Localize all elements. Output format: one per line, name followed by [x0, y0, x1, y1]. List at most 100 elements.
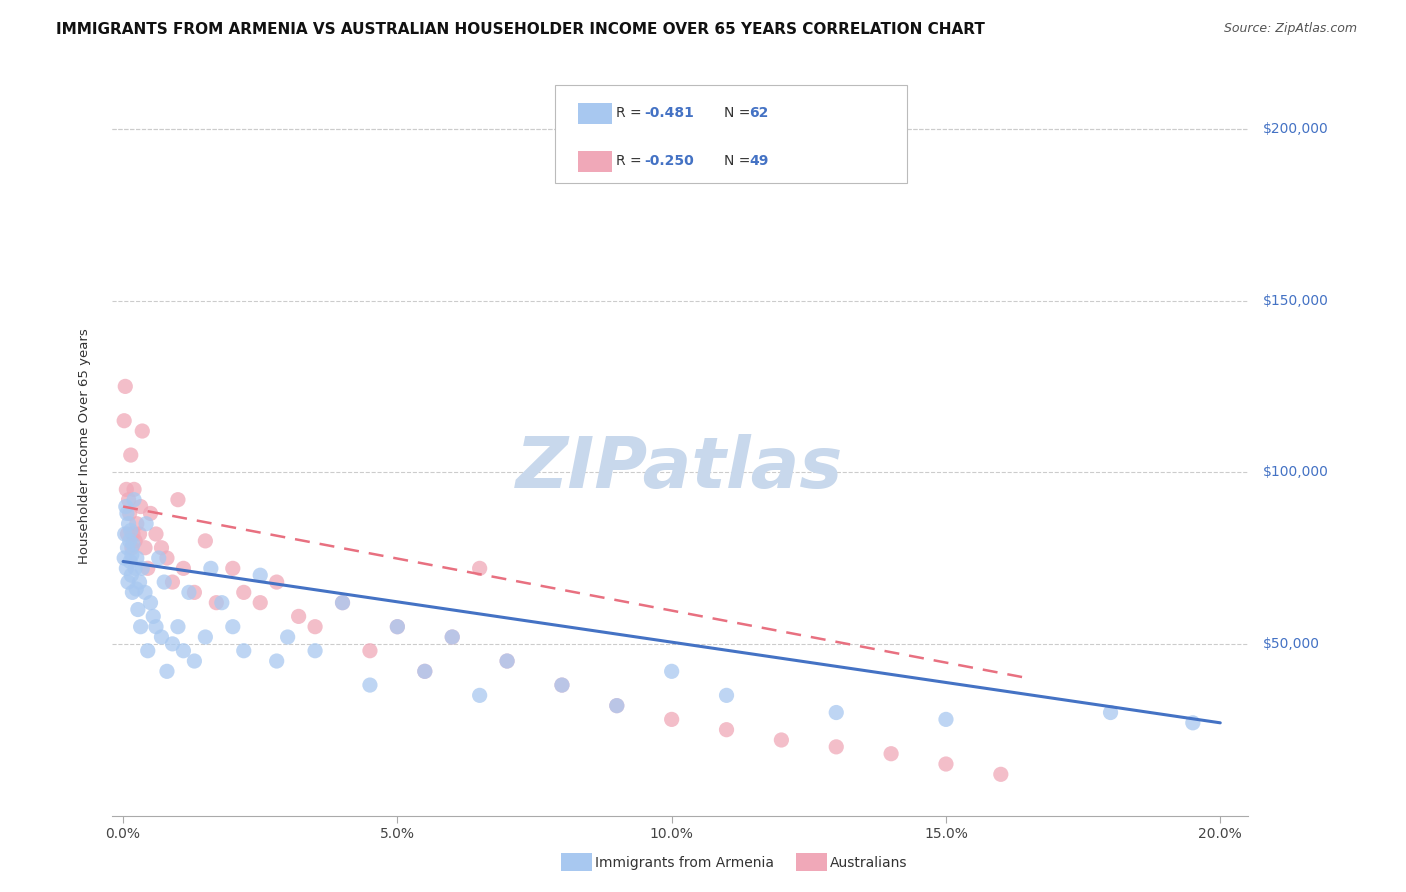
Point [162, 575, 184, 590]
Point [222, 561, 245, 575]
Text: -0.481: -0.481 [644, 106, 693, 120]
Text: $50,000: $50,000 [1263, 637, 1319, 651]
Point [117, 541, 139, 555]
Point [167, 492, 190, 507]
Text: ZIPatlas: ZIPatlas [516, 434, 844, 503]
Point [148, 551, 170, 566]
Point [194, 630, 217, 644]
Point [606, 698, 628, 713]
Text: -0.250: -0.250 [644, 154, 693, 169]
Point [162, 637, 184, 651]
Point [125, 516, 148, 531]
Text: 62: 62 [749, 106, 769, 120]
Point [134, 541, 156, 555]
Point [468, 561, 491, 575]
Text: R =: R = [616, 154, 645, 169]
Point [880, 747, 903, 761]
Text: Australians: Australians [830, 855, 907, 870]
Point [661, 712, 683, 726]
Point [1099, 706, 1122, 720]
Point [122, 527, 145, 541]
Point [120, 568, 142, 582]
Point [266, 654, 288, 668]
Text: R =: R = [616, 106, 645, 120]
Point [332, 596, 354, 610]
Point [232, 585, 254, 599]
Point [127, 602, 149, 616]
Point [468, 689, 491, 703]
Y-axis label: Householder Income Over 65 years: Householder Income Over 65 years [79, 328, 91, 565]
Text: $200,000: $200,000 [1263, 122, 1329, 136]
Text: N =: N = [724, 154, 755, 169]
Point [150, 630, 173, 644]
Point [935, 712, 957, 726]
Point [125, 582, 148, 596]
Text: N =: N = [724, 106, 755, 120]
Text: Immigrants from Armenia: Immigrants from Armenia [595, 855, 773, 870]
Point [121, 548, 143, 562]
Point [232, 644, 254, 658]
Point [122, 492, 145, 507]
Point [413, 665, 436, 679]
Point [124, 561, 146, 575]
Point [117, 516, 139, 531]
Point [122, 483, 145, 497]
Point [117, 575, 139, 590]
Point [222, 620, 245, 634]
Point [177, 585, 200, 599]
Point [112, 414, 135, 428]
Point [277, 630, 299, 644]
Point [287, 609, 309, 624]
Text: 49: 49 [749, 154, 769, 169]
Point [387, 620, 409, 634]
Point [266, 575, 288, 590]
Point [249, 568, 271, 582]
Point [387, 620, 409, 634]
Point [211, 596, 233, 610]
Point [716, 723, 738, 737]
Text: IMMIGRANTS FROM ARMENIA VS AUSTRALIAN HOUSEHOLDER INCOME OVER 65 YEARS CORRELATI: IMMIGRANTS FROM ARMENIA VS AUSTRALIAN HO… [56, 22, 986, 37]
Point [150, 541, 173, 555]
Point [304, 644, 326, 658]
Point [139, 596, 162, 610]
Point [304, 620, 326, 634]
Point [183, 585, 205, 599]
Point [167, 620, 190, 634]
Point [716, 689, 738, 703]
Point [139, 507, 162, 521]
Point [117, 492, 139, 507]
Point [935, 757, 957, 772]
Point [825, 739, 848, 754]
Point [125, 551, 148, 566]
Point [120, 448, 142, 462]
Point [496, 654, 519, 668]
Text: $150,000: $150,000 [1263, 293, 1329, 308]
Point [551, 678, 574, 692]
Point [249, 596, 271, 610]
Point [129, 620, 152, 634]
Point [156, 665, 179, 679]
Point [145, 620, 167, 634]
Point [120, 524, 142, 538]
Point [129, 500, 152, 514]
Point [200, 561, 222, 575]
Point [359, 644, 381, 658]
Point [115, 561, 138, 575]
Point [661, 665, 683, 679]
Point [118, 507, 141, 521]
Point [136, 561, 159, 575]
Point [153, 575, 176, 590]
Point [115, 483, 138, 497]
Point [131, 561, 153, 575]
Point [112, 551, 135, 566]
Point [1181, 715, 1204, 730]
Point [131, 424, 153, 438]
Point [115, 507, 138, 521]
Point [551, 678, 574, 692]
Text: $100,000: $100,000 [1263, 466, 1329, 479]
Point [134, 585, 156, 599]
Point [114, 500, 136, 514]
Point [205, 596, 228, 610]
Point [121, 585, 143, 599]
Point [770, 733, 793, 747]
